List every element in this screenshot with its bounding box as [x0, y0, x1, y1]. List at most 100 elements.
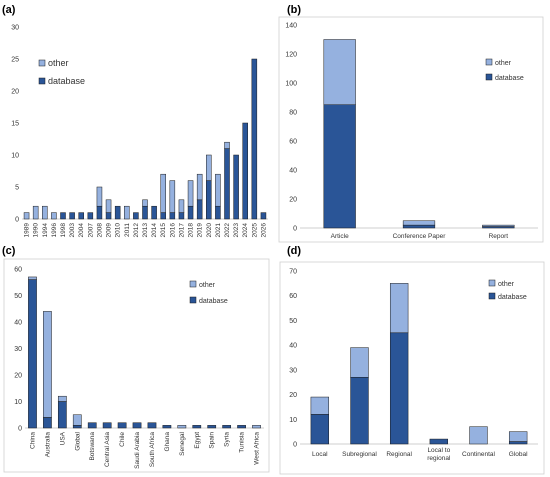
panel-a-x-tick-label: 1990: [33, 223, 40, 238]
panel-d-bar-other: [508, 431, 528, 442]
panel-a-x-tick-label: 2016: [169, 223, 176, 238]
panel-a-bar-database: [206, 180, 212, 220]
panel-a-bar-database: [251, 58, 258, 220]
panel-a-bar-other: [105, 199, 112, 213]
panel-c-x-tick-label: Chile: [119, 432, 126, 447]
panel-c-x-tick-label: Ghana: [164, 432, 171, 452]
panel-c-bar-other: [43, 311, 52, 418]
panel-d-bar-database: [429, 438, 449, 445]
panel-c-bar-database: [43, 417, 52, 429]
panel-b-legend: other database: [485, 58, 524, 82]
panel-c-bar-other: [72, 414, 82, 426]
panel-a-x-tick-label: 2010: [115, 223, 122, 238]
panel-b-legend-label-database: database: [495, 75, 524, 82]
panel-c-bar-database: [102, 422, 112, 429]
panel-b-bar-other: [402, 220, 436, 226]
panel-a-bar-database: [69, 212, 75, 220]
panel-c-y-tick-label: 20: [14, 373, 22, 380]
panel-c-x-tick-label: Spain: [209, 432, 216, 449]
panel-a-x-tick-label: 2024: [242, 223, 249, 238]
panel-b-y-tick-label: 140: [285, 23, 297, 30]
panel-c-label: (c): [2, 245, 16, 257]
panel-d-legend-label-other: other: [498, 281, 515, 288]
panel-a-bar-other: [124, 205, 130, 220]
panel-a-x-tick-label: 2014: [151, 223, 158, 238]
panel-b-bar-database: [323, 104, 356, 229]
panel-a-bar-database: [242, 122, 248, 220]
panel-d-x-tick-label: regional: [427, 455, 451, 462]
panel-a-bar-database: [224, 148, 230, 220]
panel-d-bar-database: [389, 332, 409, 445]
panel-d-y-tick-label: 30: [289, 367, 297, 374]
panel-a-x-tick-label: 2018: [188, 223, 195, 238]
panel-a-legend: other database: [38, 58, 85, 86]
panel-d-label: (d): [287, 245, 301, 257]
panel-c-bar-other: [57, 395, 67, 402]
panel-c-x-tick-label: Central Asia: [104, 432, 111, 467]
panel-a-x-tick-label: 1998: [60, 223, 67, 238]
panel-a-x-tick-label: 1989: [24, 223, 31, 238]
panel-c-x-tick-label: Saudi Arabia: [134, 432, 141, 469]
panel-a-legend-label-other: other: [48, 58, 69, 68]
panel-b-x-tick-label: Article: [331, 233, 349, 240]
panel-a-bar-database: [133, 212, 139, 220]
panel-a-bar-database: [160, 212, 166, 220]
panel-b-label: (b): [287, 4, 301, 16]
panel-d-bar-other: [469, 426, 488, 445]
panel-b-chart: (b) 0 20 40 60 80 100 120 140 Article Conference …: [278, 4, 544, 243]
panel-a-x-tick-label: 2008: [96, 223, 103, 238]
panel-a-y-tick-label: 15: [11, 121, 19, 128]
panel-b-x-tick-label: Report: [489, 233, 509, 240]
panel-c-y-tick-label: 50: [14, 293, 22, 300]
panel-a-x-tick-label: 2004: [78, 223, 85, 238]
panel-a-x-tick-label: 2021: [215, 223, 222, 238]
panel-d-x-tick-label: Continental: [462, 451, 495, 458]
panel-a-x-tick-label: 2015: [160, 223, 167, 238]
panel-a-bar-database: [142, 205, 148, 220]
panel-d-y-tick-label: 10: [289, 417, 297, 424]
panel-a-bar-other: [51, 212, 57, 220]
panel-a-bar-database: [105, 212, 112, 220]
panel-d-legend-swatch-database: [488, 292, 496, 300]
panel-b-legend-label-other: other: [495, 60, 512, 67]
panel-c-bar-database: [162, 425, 172, 429]
panel-d-bar-database: [310, 414, 330, 445]
panel-b-bar-other: [482, 224, 515, 227]
panel-d-y-tick-label: 60: [289, 293, 297, 300]
panel-c-x-tick-label: Botswana: [89, 432, 96, 461]
panel-d-y-tick-label: 40: [289, 343, 297, 350]
panel-a-bar-database: [260, 212, 267, 220]
panel-c-bar-database: [72, 425, 82, 429]
panel-b-y-tick-label: 120: [285, 52, 297, 59]
panel-b-legend-swatch-other: [485, 58, 493, 66]
panel-a-y-tick-label: 0: [15, 217, 19, 224]
panel-c-legend-label-other: other: [199, 282, 216, 289]
panel-a-bar-other: [32, 205, 39, 220]
panel-b-y-tick-label: 20: [289, 197, 297, 204]
panel-d-legend-swatch-other: [488, 279, 496, 287]
panel-a-bar-other: [178, 199, 185, 213]
panel-d-bar-database: [350, 377, 369, 445]
panel-b-bar-database: [402, 224, 436, 229]
panel-a-y-tick-label: 5: [15, 185, 19, 192]
panel-a-y-tick-label: 25: [11, 57, 19, 64]
panel-c-x-tick-label: South Africa: [149, 432, 156, 467]
panel-b-frame: [278, 16, 544, 243]
panel-c-x-tick-label: Tunisia: [239, 432, 246, 453]
panel-c-x-tick-label: West Africa: [254, 432, 261, 465]
panel-c-y-tick-label: 30: [14, 346, 22, 353]
panel-c-y-tick-label: 0: [18, 426, 22, 433]
panel-a-x-tick-label: 2019: [197, 223, 204, 238]
panel-c-bar-database: [117, 422, 127, 429]
panel-a-label: (a): [2, 4, 16, 16]
panel-b-y-tick-label: 40: [289, 168, 297, 175]
panel-a-bar-other: [196, 173, 203, 201]
panel-a-bar-other: [215, 173, 221, 207]
panel-c-x-tick-label: Senegal: [179, 431, 186, 455]
panel-c-bar-other: [177, 425, 187, 429]
panel-a-x-tick-label: 2011: [124, 223, 131, 237]
panel-a-bar-database: [169, 212, 176, 220]
panel-c-bar-database: [192, 425, 202, 429]
